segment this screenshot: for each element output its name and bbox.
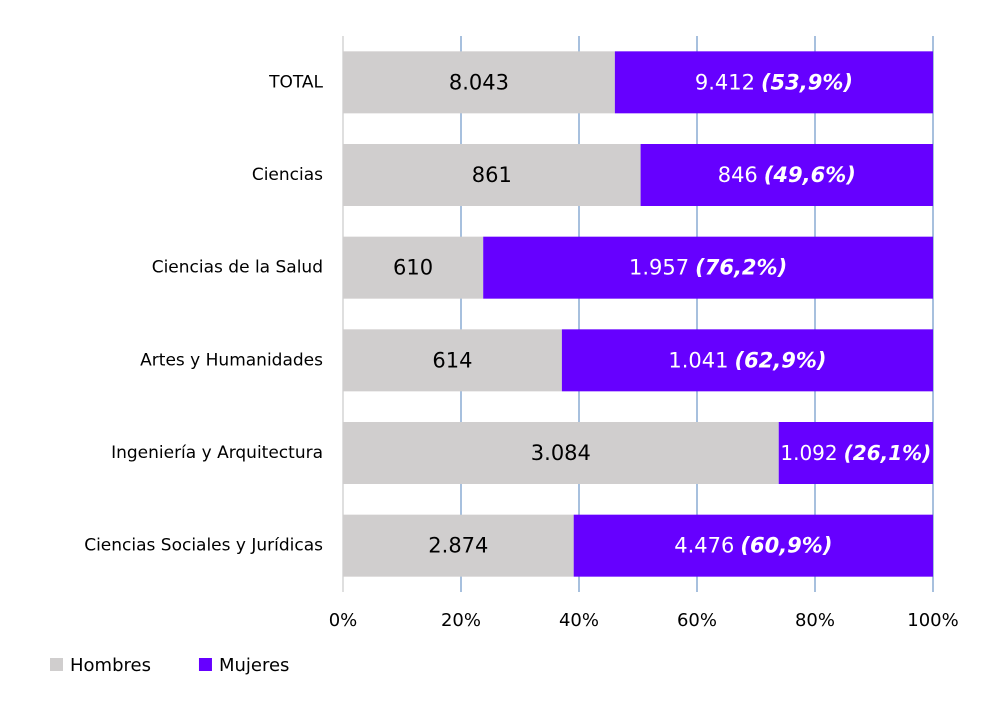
x-tick-label: 20% (441, 610, 481, 631)
x-tick-label: 100% (907, 610, 958, 631)
bar-segment (343, 514, 574, 577)
share-label: (76,2%) (695, 256, 787, 280)
y-tick-label: Artes y Humanidades (140, 350, 323, 370)
share-label: (60,9%) (740, 534, 832, 558)
value-label: 614 (432, 348, 472, 372)
value-label: 1.041 (668, 348, 728, 372)
share-label: (49,6%) (764, 163, 856, 187)
x-tick-label: 80% (795, 610, 835, 631)
value-label: 3.084 (531, 441, 591, 465)
legend-label: Hombres (70, 655, 151, 676)
data-label: 2.874 (428, 534, 488, 558)
value-label: 1.092 (780, 441, 837, 465)
value-label: 610 (393, 256, 433, 280)
value-label: 8.043 (449, 70, 509, 94)
data-label: 861 (472, 163, 512, 187)
bar-segment (343, 51, 615, 114)
value-label: 846 (718, 163, 758, 187)
bar-segment (640, 144, 933, 206)
value-label: 2.874 (428, 534, 488, 558)
y-tick-label: Ciencias (252, 165, 323, 185)
value-label: 1.957 (629, 256, 689, 280)
bar-segment (343, 236, 484, 299)
x-tick-label: 60% (677, 610, 717, 631)
x-tick-label: 0% (329, 610, 358, 631)
data-label: 8.043 (449, 70, 509, 94)
bar-segment (343, 144, 641, 206)
bar-segment (573, 514, 933, 577)
value-label: 861 (472, 163, 512, 187)
data-label: 9.412 (53,9%) (695, 70, 853, 94)
data-label: 1.041 (62,9%) (668, 348, 826, 372)
data-label: 610 (393, 256, 433, 280)
data-label: 3.084 (531, 441, 591, 465)
y-tick-label: Ciencias Sociales y Jurídicas (84, 536, 323, 556)
y-tick-label: Ciencias de la Salud (152, 258, 323, 278)
y-tick-label: Ingeniería y Arquitectura (111, 443, 323, 463)
share-label: (53,9%) (761, 70, 853, 94)
x-tick-label: 40% (559, 610, 599, 631)
bar-segment (561, 329, 933, 392)
bar-segment (343, 422, 779, 484)
share-label: (26,1%) (844, 441, 932, 465)
value-label: 4.476 (674, 534, 734, 558)
share-label: (62,9%) (734, 348, 826, 372)
legend-swatch (198, 658, 212, 671)
data-label: 846 (49,6%) (718, 163, 856, 187)
legend-label: Mujeres (219, 655, 289, 676)
value-label: 9.412 (695, 70, 755, 94)
data-label: 4.476 (60,9%) (674, 534, 832, 558)
bar-segment (483, 236, 933, 299)
data-label: 614 (432, 348, 472, 372)
legend-swatch (50, 658, 63, 671)
bar-segment (343, 329, 562, 392)
bar-segment (778, 422, 933, 484)
data-label: 1.957 (76,2%) (629, 256, 787, 280)
data-label: 1.092 (26,1%) (780, 441, 931, 465)
y-tick-label: TOTAL (268, 72, 323, 92)
bar-segment (614, 51, 933, 114)
